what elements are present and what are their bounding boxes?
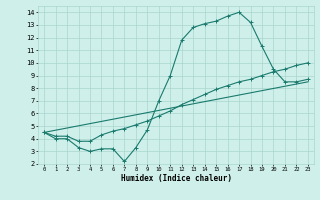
- X-axis label: Humidex (Indice chaleur): Humidex (Indice chaleur): [121, 174, 231, 183]
